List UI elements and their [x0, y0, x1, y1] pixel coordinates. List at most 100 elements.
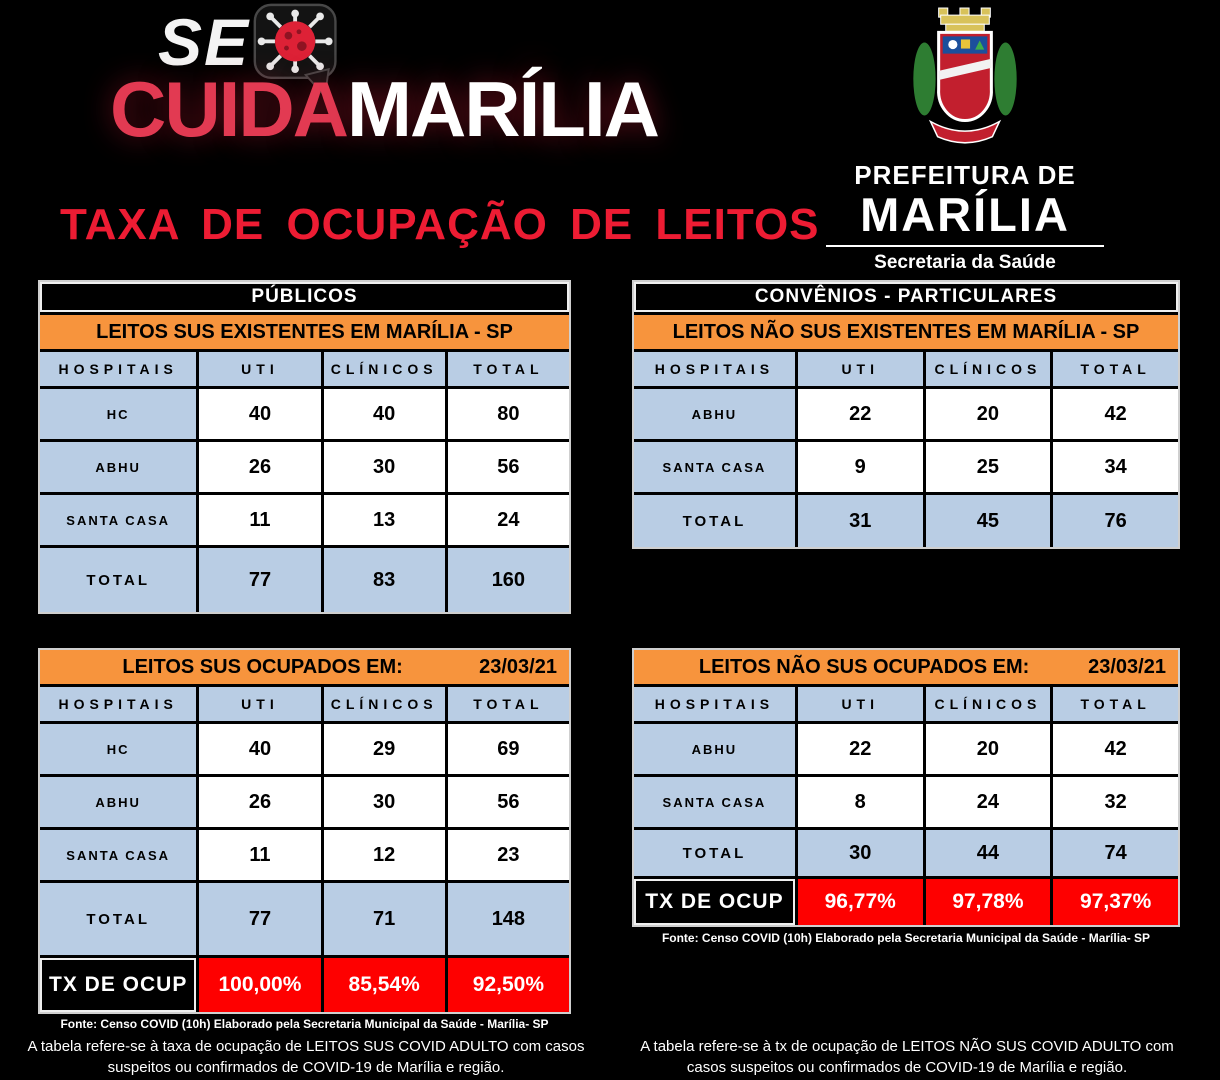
cell-santa-casa-uti: 9: [797, 442, 923, 492]
footnote-nao-sus: A tabela refere-se à tx de ocupação de L…: [640, 1038, 1174, 1077]
cell-hc-uti: 40: [199, 724, 321, 774]
cell-abhu-clinicos: 30: [323, 777, 445, 827]
cell-abhu-uti: 22: [797, 724, 923, 774]
column-header-total: TOTAL: [447, 687, 569, 721]
cell-abhu-clinicos: 30: [323, 442, 445, 492]
logo-city-name: MARÍLIA: [860, 188, 1070, 241]
column-header-total: TOTAL: [1053, 352, 1178, 386]
cell-abhu-uti: 22: [797, 389, 923, 439]
cell-total-total: 160: [447, 548, 569, 612]
source-note-sus: Fonte: Censo COVID (10h) Elaborado pela …: [60, 1017, 549, 1031]
row-label-santa-casa: SANTA CASA: [634, 442, 795, 492]
table-date: 23/03/21: [1088, 655, 1166, 678]
column-header-hospitais: HOSPITAIS: [40, 687, 197, 721]
cell-abhu-total: 56: [447, 442, 569, 492]
cell-santa-casa-total: 24: [447, 495, 569, 545]
cell-total-total: 148: [447, 883, 569, 955]
cell-santa-casa-uti: 11: [199, 495, 321, 545]
cell-total-uti: 77: [199, 548, 321, 612]
cell-tx-total: 92,50%: [447, 958, 569, 1012]
brand-se-label: SE: [158, 5, 251, 79]
cell-santa-casa-total: 34: [1053, 442, 1178, 492]
row-label-tx-de-ocup: TX DE OCUP: [634, 879, 795, 925]
row-label-abhu: ABHU: [40, 442, 197, 492]
cell-abhu-clinicos: 20: [925, 389, 1051, 439]
cell-abhu-total: 42: [1053, 389, 1178, 439]
cell-abhu-uti: 26: [199, 442, 321, 492]
virus-speech-bubble-icon: [250, 0, 346, 105]
table-title-bar: LEITOS NÃO SUS EXISTENTES EM MARÍLIA - S…: [634, 315, 1178, 349]
cell-santa-casa-uti: 8: [797, 777, 923, 827]
table-title: LEITOS SUS EXISTENTES EM MARÍLIA - SP: [96, 320, 513, 343]
cell-total-uti: 77: [199, 883, 321, 955]
row-label-santa-casa: SANTA CASA: [40, 495, 197, 545]
cell-hc-uti: 40: [199, 389, 321, 439]
column-header-clinicos: CLÍNICOS: [323, 687, 445, 721]
column-header-clinicos: CLÍNICOS: [925, 352, 1051, 386]
section-header-convenios: CONVÊNIOS - PARTICULARES: [634, 282, 1178, 312]
column-header-total: TOTAL: [447, 352, 569, 386]
cell-hc-clinicos: 29: [323, 724, 445, 774]
column-header-uti: UTI: [199, 352, 321, 386]
city-hall-logo: PREFEITURA DE MARÍLIA Secretaria da Saúd…: [800, 6, 1130, 274]
row-label-santa-casa: SANTA CASA: [634, 777, 795, 827]
table-title-bar: LEITOS NÃO SUS OCUPADOS EM: 23/03/21: [634, 650, 1178, 684]
column-header-uti: UTI: [199, 687, 321, 721]
cell-hc-total: 69: [447, 724, 569, 774]
cell-total-clinicos: 45: [925, 495, 1051, 547]
cell-total-clinicos: 71: [323, 883, 445, 955]
source-note-nao-sus: Fonte: Censo COVID (10h) Elaborado pela …: [661, 931, 1151, 945]
cell-total-uti: 31: [797, 495, 923, 547]
cell-total-clinicos: 83: [323, 548, 445, 612]
brand-cuida-label: CUIDA: [110, 65, 349, 153]
table-title: LEITOS SUS OCUPADOS EM:: [122, 655, 403, 678]
row-label-tx-de-ocup: TX DE OCUP: [40, 958, 197, 1012]
page-title: TAXA DE OCUPAÇÃO DE LEITOS: [60, 200, 820, 249]
cell-abhu-total: 42: [1053, 724, 1178, 774]
cell-tx-total: 97,37%: [1053, 879, 1178, 925]
cell-abhu-total: 56: [447, 777, 569, 827]
brand-marilia-label: MARÍLIA: [347, 65, 660, 153]
cell-santa-casa-clinicos: 12: [323, 830, 445, 880]
cell-hc-total: 80: [447, 389, 569, 439]
column-header-clinicos: CLÍNICOS: [925, 687, 1051, 721]
cell-tx-clinicos: 97,78%: [925, 879, 1051, 925]
cell-santa-casa-clinicos: 25: [925, 442, 1051, 492]
cell-total-total: 76: [1053, 495, 1178, 547]
row-label-hc: HC: [40, 389, 197, 439]
cell-tx-uti: 96,77%: [797, 879, 923, 925]
table-leitos-sus-ocupados: LEITOS SUS OCUPADOS EM: 23/03/21 HOSPITAI…: [38, 648, 571, 1014]
section-header-publicos: PÚBLICOS: [40, 282, 569, 312]
row-label-abhu: ABHU: [634, 724, 795, 774]
row-label-total: TOTAL: [40, 883, 197, 955]
cell-hc-clinicos: 40: [323, 389, 445, 439]
cell-abhu-uti: 26: [199, 777, 321, 827]
column-header-hospitais: HOSPITAIS: [634, 687, 795, 721]
logo-department-name: Secretaria da Saúde: [874, 251, 1056, 273]
row-label-total: TOTAL: [634, 830, 795, 876]
table-leitos-sus-existentes: PÚBLICOS LEITOS SUS EXISTENTES EM MARÍLI…: [38, 280, 571, 614]
row-label-abhu: ABHU: [634, 389, 795, 439]
logo-prefeitura-text: PREFEITURA DE: [854, 160, 1076, 190]
column-header-clinicos: CLÍNICOS: [323, 352, 445, 386]
column-header-uti: UTI: [797, 687, 923, 721]
table-title: LEITOS NÃO SUS OCUPADOS EM:: [698, 655, 1030, 678]
cell-total-total: 74: [1053, 830, 1178, 876]
row-label-hc: HC: [40, 724, 197, 774]
cell-santa-casa-clinicos: 13: [323, 495, 445, 545]
column-header-hospitais: HOSPITAIS: [40, 352, 197, 386]
column-header-total: TOTAL: [1053, 687, 1178, 721]
table-leitos-nao-sus-ocupados: LEITOS NÃO SUS OCUPADOS EM: 23/03/21 HOSP…: [632, 648, 1180, 927]
row-label-total: TOTAL: [40, 548, 197, 612]
cell-total-uti: 30: [797, 830, 923, 876]
cell-santa-casa-clinicos: 24: [925, 777, 1051, 827]
cell-santa-casa-total: 32: [1053, 777, 1178, 827]
cell-tx-clinicos: 85,54%: [323, 958, 445, 1012]
marilia-coat-of-arms-icon: [800, 6, 1130, 158]
cell-total-clinicos: 44: [925, 830, 1051, 876]
row-label-santa-casa: SANTA CASA: [40, 830, 197, 880]
logo-divider: [826, 244, 1104, 247]
cell-abhu-clinicos: 20: [925, 724, 1051, 774]
table-leitos-nao-sus-existentes: CONVÊNIOS - PARTICULARES LEITOS NÃO SUS …: [632, 280, 1180, 549]
